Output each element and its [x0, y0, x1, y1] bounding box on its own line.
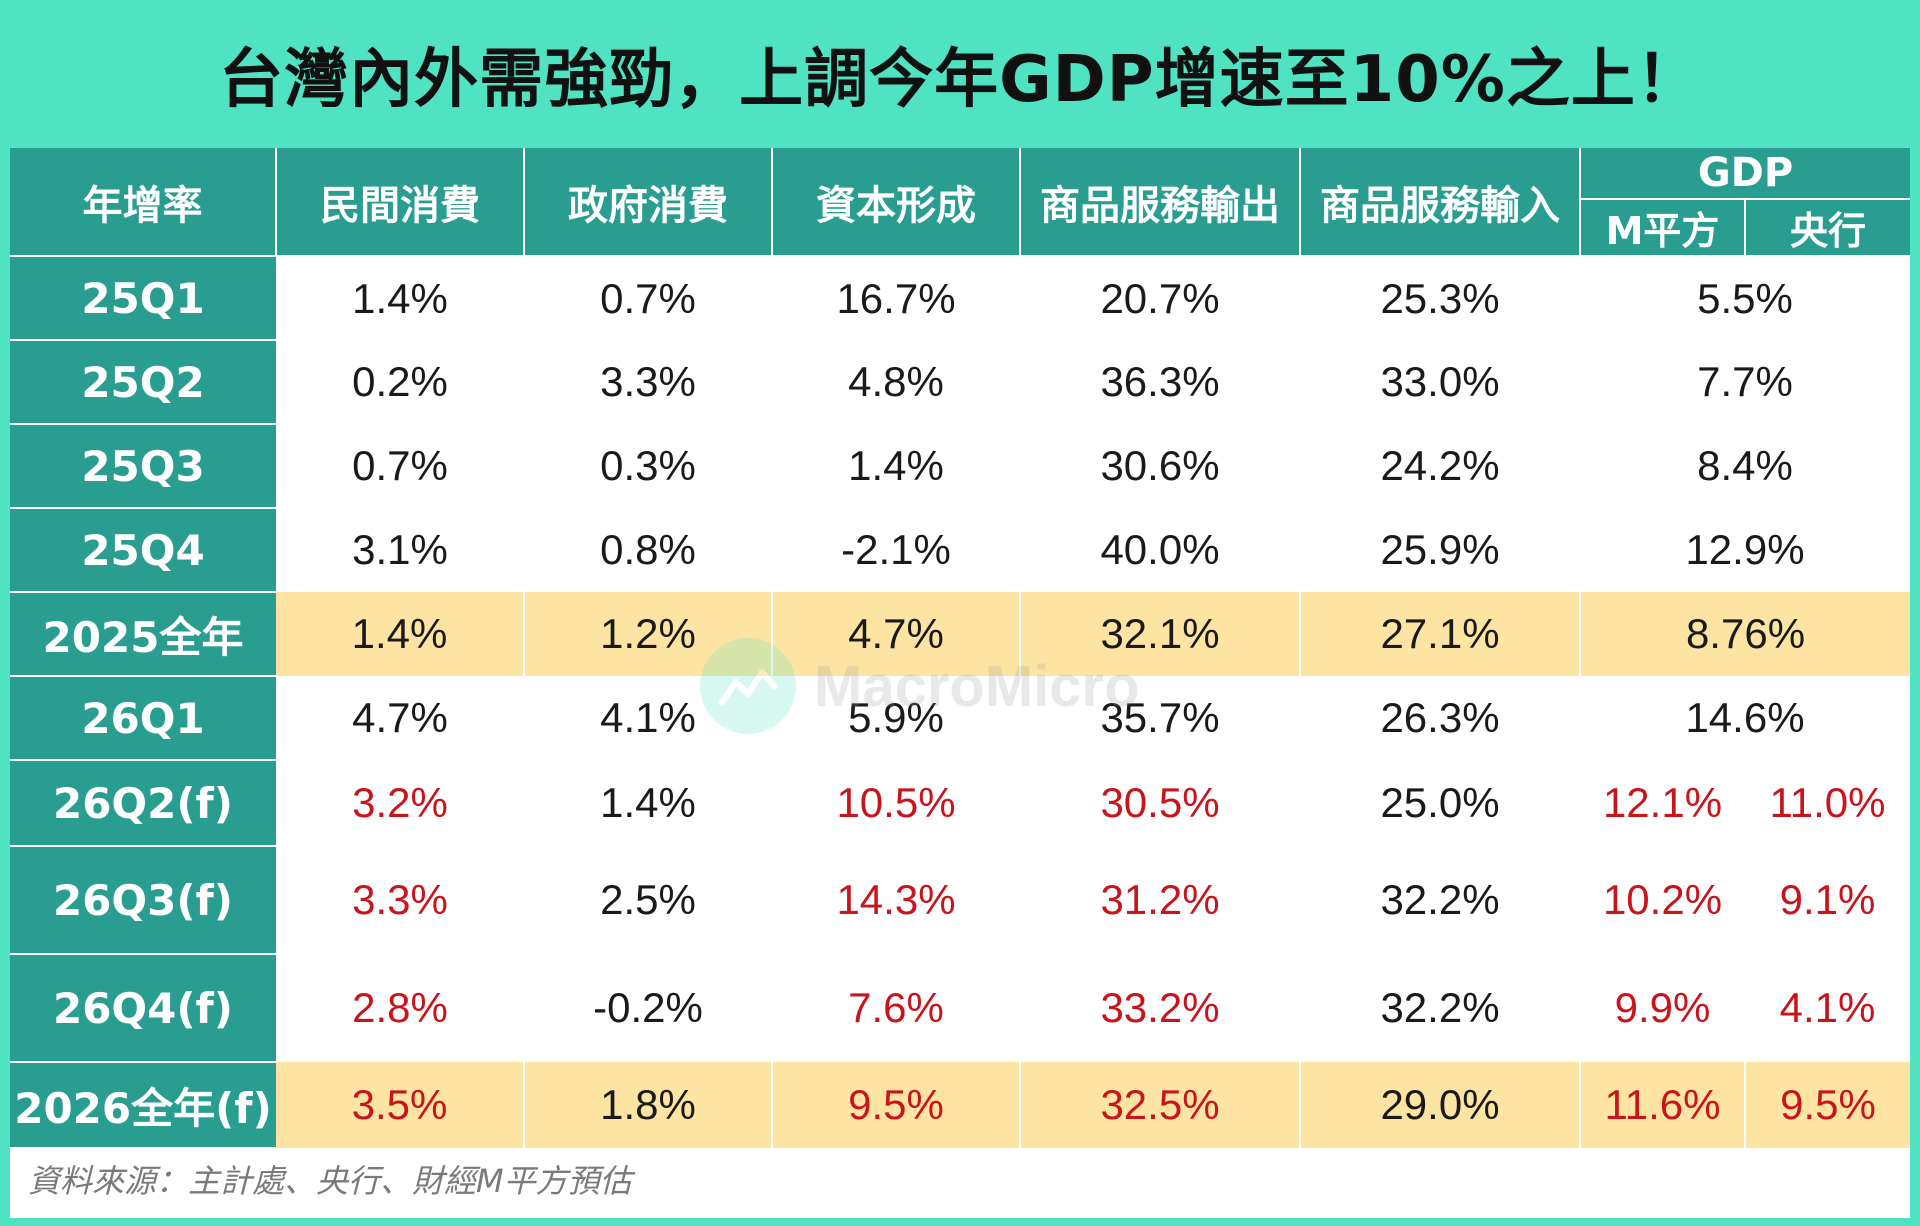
row-label: 25Q4: [10, 508, 276, 593]
cell-gdp-central-bank: 4.1%: [1779, 984, 1876, 1031]
cell-gdp-macromicro: 10.2%: [1602, 876, 1723, 923]
row-label: 25Q1: [10, 256, 276, 341]
header-gdp-macromicro: M平方: [1579, 199, 1745, 257]
cell-exports: 32.5%: [1019, 1062, 1300, 1148]
table-row: 25Q1 1.4% 0.7% 16.7% 20.7% 25.3% 5.5%: [10, 256, 1910, 341]
cell-capital-formation: 10.5%: [836, 779, 956, 826]
cell-imports: 25.0%: [1380, 779, 1500, 826]
cell-private-consumption: 3.2%: [352, 779, 448, 826]
cell-exports: 35.7%: [1100, 694, 1220, 741]
cell-exports: 33.2%: [1100, 984, 1220, 1031]
cell-exports: 31.2%: [1100, 876, 1220, 923]
cell-gdp: 5.5%: [1697, 274, 1793, 322]
cell-gdp: 7.7%: [1697, 358, 1793, 405]
cell-exports: 36.3%: [1100, 358, 1220, 405]
table-row-forecast: 26Q2(f) 3.2% 1.4% 10.5% 30.5% 25.0% 12.1…: [10, 760, 1910, 847]
header-gdp: GDP: [1578, 148, 1910, 200]
cell-gdp: 8.4%: [1697, 442, 1793, 489]
cell-imports: 26.3%: [1380, 694, 1500, 741]
row-label: 25Q3: [10, 424, 276, 509]
cell-exports: 32.1%: [1019, 592, 1300, 676]
page-title: 台灣內外需強勁，上調今年GDP增速至10%之上！: [219, 43, 1701, 117]
cell-imports: 32.2%: [1380, 984, 1500, 1031]
cell-private-consumption: 1.4%: [352, 274, 448, 322]
cell-private-consumption: 3.3%: [352, 876, 448, 923]
cell-private-consumption: 1.4%: [276, 592, 524, 676]
cell-gdp-central-bank: 9.5%: [1743, 1062, 1910, 1148]
cell-imports: 25.3%: [1380, 274, 1500, 322]
table-row-annual: 2025全年 1.4% 1.2% 4.7% 32.1% 27.1% 8.76%: [10, 592, 1910, 677]
row-label: 25Q2: [10, 340, 276, 425]
table-row-forecast: 26Q4(f) 2.8% -0.2% 7.6% 33.2% 32.2% 9.9%…: [10, 954, 1910, 1063]
cell-capital-formation: 5.9%: [848, 694, 944, 741]
cell-imports: 33.0%: [1380, 358, 1500, 405]
header-imports: 商品服務輸入: [1299, 148, 1580, 257]
cell-gdp-macromicro: 9.9%: [1614, 984, 1711, 1031]
gdp-table: 年增率 民間消費 政府消費 資本形成 商品服務輸出 商品服務輸入 GDP M平方…: [10, 148, 1910, 1149]
cell-capital-formation: -2.1%: [841, 526, 951, 573]
cell-imports: 27.1%: [1299, 592, 1580, 676]
cell-government-consumption: 3.3%: [600, 358, 696, 405]
cell-capital-formation: 4.7%: [771, 592, 1020, 676]
cell-private-consumption: 3.1%: [352, 526, 448, 573]
row-label: 26Q2(f): [10, 760, 276, 847]
table-panel: 年增率 民間消費 政府消費 資本形成 商品服務輸出 商品服務輸入 GDP M平方…: [10, 148, 1910, 1218]
header-government-consumption: 政府消費: [523, 148, 772, 257]
row-label: 26Q3(f): [10, 846, 276, 955]
table-row: 25Q4 3.1% 0.8% -2.1% 40.0% 25.9% 12.9%: [10, 508, 1910, 593]
cell-private-consumption: 4.7%: [352, 694, 448, 741]
row-label: 26Q4(f): [10, 954, 276, 1063]
header-rate: 年增率: [10, 148, 276, 257]
cell-government-consumption: 1.8%: [523, 1062, 772, 1148]
cell-capital-formation: 9.5%: [771, 1062, 1020, 1148]
cell-capital-formation: 14.3%: [836, 876, 956, 923]
cell-gdp-central-bank: 11.0%: [1769, 779, 1886, 826]
cell-exports: 40.0%: [1100, 526, 1220, 573]
cell-government-consumption: 2.5%: [600, 876, 696, 923]
cell-capital-formation: 4.8%: [848, 358, 944, 405]
cell-exports: 30.6%: [1100, 442, 1220, 489]
table-row-annual-forecast: 2026全年(f) 3.5% 1.8% 9.5% 32.5% 29.0% 11.…: [10, 1062, 1910, 1149]
header-gdp-central-bank: 央行: [1743, 199, 1910, 257]
table-row: 26Q1 4.7% 4.1% 5.9% 35.7% 26.3% 14.6%: [10, 676, 1910, 761]
cell-government-consumption: 0.8%: [600, 526, 696, 573]
cell-capital-formation: 7.6%: [848, 984, 944, 1031]
cell-government-consumption: 0.7%: [600, 274, 696, 322]
cell-gdp-macromicro: 11.6%: [1579, 1062, 1745, 1148]
row-label: 26Q1: [10, 676, 276, 761]
table-row: 25Q2 0.2% 3.3% 4.8% 36.3% 33.0% 7.7%: [10, 340, 1910, 425]
cell-government-consumption: 4.1%: [600, 694, 696, 741]
cell-capital-formation: 1.4%: [848, 442, 944, 489]
header-private-consumption: 民間消費: [275, 148, 524, 257]
cell-imports: 29.0%: [1299, 1062, 1580, 1148]
cell-private-consumption: 2.8%: [352, 984, 448, 1031]
cell-gdp: 12.9%: [1685, 526, 1805, 573]
cell-gdp: 8.76%: [1578, 592, 1910, 676]
cell-capital-formation: 16.7%: [836, 274, 956, 322]
cell-government-consumption: -0.2%: [593, 984, 703, 1031]
row-label: 2025全年: [10, 592, 276, 677]
cell-private-consumption: 0.7%: [352, 442, 448, 489]
cell-gdp-macromicro: 12.1%: [1602, 779, 1723, 826]
cell-imports: 24.2%: [1380, 442, 1500, 489]
cell-exports: 20.7%: [1100, 274, 1220, 322]
cell-imports: 25.9%: [1380, 526, 1500, 573]
cell-government-consumption: 0.3%: [600, 442, 696, 489]
cell-exports: 30.5%: [1100, 779, 1220, 826]
cell-government-consumption: 1.2%: [523, 592, 772, 676]
source-note: 資料來源：主計處、央行、財經M平方預估: [28, 1162, 632, 1200]
header-capital-formation: 資本形成: [771, 148, 1020, 257]
table-row-forecast: 26Q3(f) 3.3% 2.5% 14.3% 31.2% 32.2% 10.2…: [10, 846, 1910, 955]
table-row: 25Q3 0.7% 0.3% 1.4% 30.6% 24.2% 8.4%: [10, 424, 1910, 509]
cell-government-consumption: 1.4%: [600, 779, 696, 826]
cell-gdp: 14.6%: [1685, 694, 1805, 741]
cell-gdp-central-bank: 9.1%: [1779, 876, 1876, 923]
header-exports: 商品服務輸出: [1019, 148, 1300, 257]
cell-imports: 32.2%: [1380, 876, 1500, 923]
row-label: 2026全年(f): [10, 1062, 276, 1149]
cell-private-consumption: 3.5%: [276, 1062, 524, 1148]
cell-private-consumption: 0.2%: [352, 358, 448, 405]
